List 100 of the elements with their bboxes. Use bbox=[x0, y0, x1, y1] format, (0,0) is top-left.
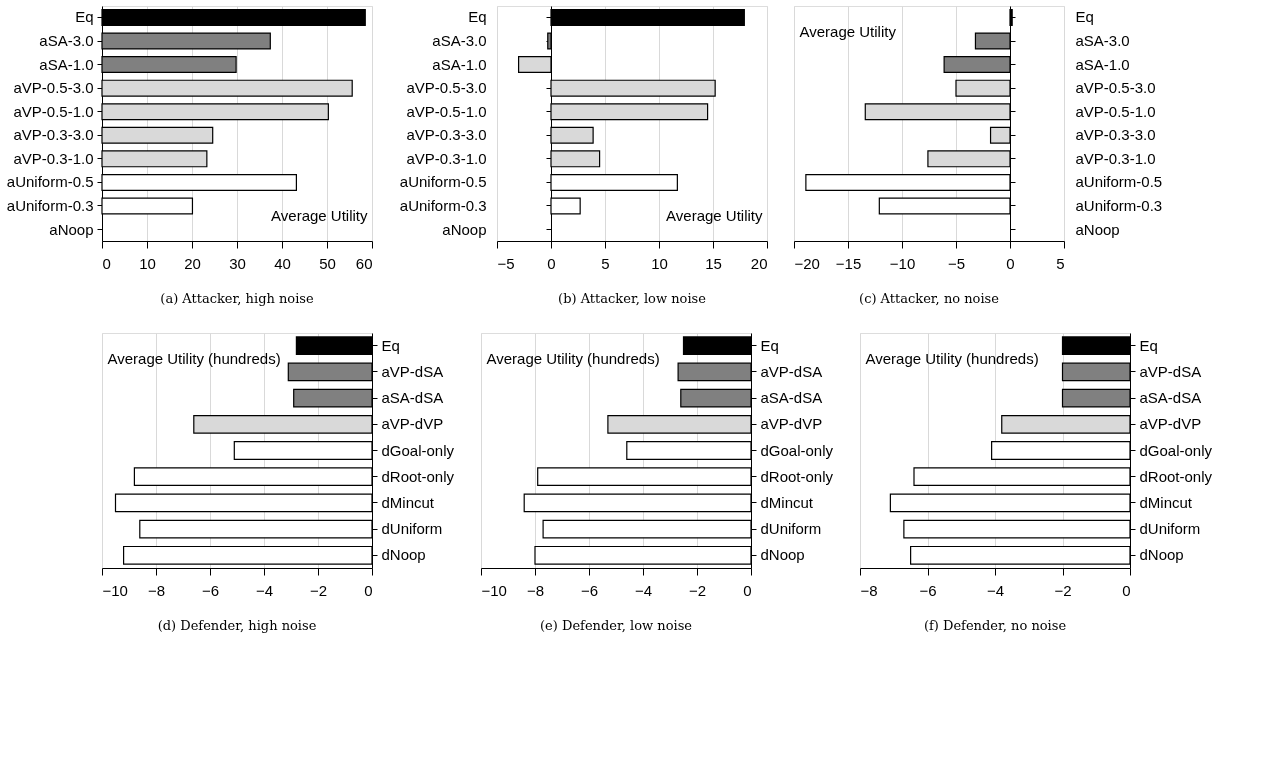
x-tick-label: −10 bbox=[102, 581, 128, 599]
x-tick-label: 0 bbox=[364, 581, 373, 599]
y-tick-label: dNoop bbox=[381, 546, 426, 564]
y-tick-label: dUniform bbox=[381, 520, 443, 538]
text: (e) Defender, low noise bbox=[540, 618, 693, 633]
x-tick-label: 0 bbox=[743, 581, 752, 599]
y-tick-label: aVP-0.3-3.0 bbox=[13, 126, 94, 144]
x-tick-label: 0 bbox=[1122, 581, 1131, 599]
x-tick-label: 40 bbox=[274, 254, 291, 272]
x-tick-label: −6 bbox=[201, 581, 220, 599]
x-tick-label: 10 bbox=[651, 254, 668, 272]
y-tick-label: aNoop bbox=[442, 220, 487, 238]
x-tick-label: −10 bbox=[889, 254, 916, 272]
y-tick-label: aUniform-0.5 bbox=[6, 173, 94, 191]
x-axis-title: Average Utility (hundreds) bbox=[865, 349, 1039, 367]
y-tick-label: aSA-1.0 bbox=[1075, 55, 1130, 73]
x-tick-label: 10 bbox=[139, 254, 156, 272]
y-tick-label: Eq bbox=[75, 8, 94, 26]
x-tick-label: 0 bbox=[547, 254, 556, 272]
y-tick-label: aVP-0.5-1.0 bbox=[406, 102, 487, 120]
x-tick-label: −20 bbox=[794, 254, 820, 272]
y-tick-label: dRoot-only bbox=[381, 467, 455, 485]
x-axis-title: Average Utility (hundreds) bbox=[486, 349, 660, 367]
x-tick-label: −6 bbox=[919, 581, 937, 599]
x-tick-label: −6 bbox=[580, 581, 599, 599]
x-tick-label: 20 bbox=[750, 254, 768, 272]
y-tick-label: aVP-dSA bbox=[760, 362, 823, 380]
y-tick-label: dRoot-only bbox=[760, 467, 834, 485]
x-tick-label: −5 bbox=[497, 254, 515, 272]
y-tick-label: aSA-dSA bbox=[1139, 389, 1202, 407]
y-tick-label: aVP-0.3-1.0 bbox=[1075, 149, 1156, 167]
y-tick-label: dGoal-only bbox=[760, 441, 834, 459]
y-tick-label: aVP-dVP bbox=[381, 415, 444, 433]
x-tick-label: 15 bbox=[705, 254, 722, 272]
y-tick-label: Eq bbox=[760, 336, 779, 354]
y-tick-label: aNoop bbox=[49, 220, 94, 238]
x-tick-label: 5 bbox=[601, 254, 610, 272]
y-tick-label: dNoop bbox=[760, 546, 805, 564]
x-tick-label: 60 bbox=[355, 254, 373, 272]
x-tick-label: 50 bbox=[319, 254, 336, 272]
y-tick-label: dNoop bbox=[1139, 546, 1184, 564]
x-tick-label: 5 bbox=[1056, 254, 1065, 272]
text: (b) Attacker, low noise bbox=[558, 291, 707, 306]
y-tick-label: aVP-0.5-3.0 bbox=[1075, 79, 1156, 97]
x-tick-label: 0 bbox=[102, 254, 111, 272]
x-tick-label: −5 bbox=[947, 254, 966, 272]
x-tick-label: −15 bbox=[835, 254, 862, 272]
x-tick-label: −4 bbox=[986, 581, 1005, 599]
y-tick-label: dMincut bbox=[1139, 493, 1193, 511]
x-axis-title: Average Utility bbox=[799, 22, 897, 40]
x-tick-label: −2 bbox=[688, 581, 707, 599]
x-tick-label: −10 bbox=[481, 581, 507, 599]
y-tick-label: aVP-0.3-1.0 bbox=[406, 149, 487, 167]
y-tick-label: Eq bbox=[468, 8, 487, 26]
y-tick-label: aUniform-0.3 bbox=[6, 197, 94, 214]
x-tick-label: −8 bbox=[860, 581, 878, 599]
text: (c) Attacker, no noise bbox=[859, 291, 1000, 306]
y-tick-label: aSA-dSA bbox=[381, 389, 444, 407]
y-tick-label: aVP-dVP bbox=[1139, 415, 1202, 433]
y-tick-label: aSA-3.0 bbox=[1075, 32, 1130, 49]
y-tick-label: dUniform bbox=[760, 520, 822, 538]
x-tick-label: 0 bbox=[1006, 254, 1015, 272]
y-tick-label: aUniform-0.3 bbox=[1075, 197, 1163, 214]
y-tick-label: dUniform bbox=[1139, 520, 1201, 538]
y-tick-label: aSA-1.0 bbox=[432, 55, 487, 73]
y-tick-label: Eq bbox=[1075, 8, 1094, 26]
y-tick-label: aUniform-0.3 bbox=[399, 197, 487, 214]
x-axis-title: Average Utility bbox=[271, 206, 368, 224]
y-tick-label: aSA-1.0 bbox=[39, 55, 94, 73]
y-tick-label: aVP-dSA bbox=[1139, 362, 1202, 380]
text: (d) Defender, high noise bbox=[157, 618, 317, 633]
y-tick-label: Eq bbox=[381, 336, 400, 354]
y-tick-label: aNoop bbox=[1075, 220, 1120, 238]
x-tick-label: 30 bbox=[229, 254, 246, 272]
y-tick-label: aVP-0.5-3.0 bbox=[406, 79, 487, 97]
x-tick-label: −4 bbox=[634, 581, 653, 599]
y-tick-label: dMincut bbox=[760, 493, 814, 511]
x-tick-label: −2 bbox=[309, 581, 328, 599]
y-tick-label: aVP-0.5-3.0 bbox=[13, 79, 94, 97]
x-tick-label: 20 bbox=[184, 254, 201, 272]
y-tick-label: dMincut bbox=[381, 493, 435, 511]
y-tick-label: dRoot-only bbox=[1139, 467, 1213, 485]
y-tick-label: dGoal-only bbox=[1139, 441, 1213, 459]
y-tick-label: aVP-0.3-3.0 bbox=[406, 126, 487, 144]
text: (a) Attacker, high noise bbox=[160, 291, 314, 306]
y-tick-label: aSA-dSA bbox=[760, 389, 823, 407]
y-tick-label: dGoal-only bbox=[381, 441, 455, 459]
x-axis-title: Average Utility (hundreds) bbox=[107, 349, 281, 367]
y-tick-label: aUniform-0.5 bbox=[399, 173, 487, 191]
x-tick-label: −2 bbox=[1054, 581, 1072, 599]
y-tick-label: aSA-3.0 bbox=[39, 32, 94, 49]
y-tick-label: aSA-3.0 bbox=[432, 32, 487, 49]
x-tick-label: −8 bbox=[526, 581, 545, 599]
y-tick-label: Eq bbox=[1139, 336, 1158, 354]
x-tick-label: −4 bbox=[255, 581, 274, 599]
y-tick-label: aVP-0.3-1.0 bbox=[13, 149, 94, 167]
x-tick-label: −8 bbox=[147, 581, 166, 599]
text: (f) Defender, no noise bbox=[923, 618, 1067, 633]
y-tick-label: aUniform-0.5 bbox=[1075, 173, 1163, 191]
y-tick-label: aVP-0.5-1.0 bbox=[1075, 102, 1156, 120]
